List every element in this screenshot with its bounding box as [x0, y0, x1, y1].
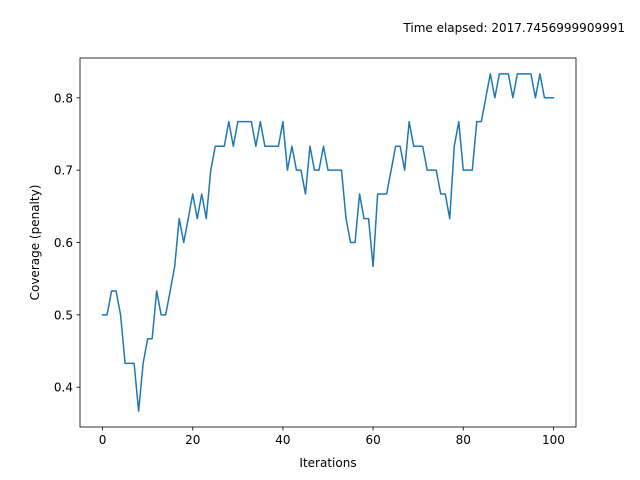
x-tick-label: 60 — [365, 433, 380, 447]
x-tick-label: 20 — [185, 433, 200, 447]
x-tick-label: 40 — [275, 433, 290, 447]
x-tick-label: 0 — [99, 433, 107, 447]
y-tick-label: 0.7 — [54, 164, 73, 178]
x-tick-label: 100 — [542, 433, 565, 447]
y-tick-label: 0.8 — [54, 91, 73, 105]
y-tick-label: 0.6 — [54, 236, 73, 250]
plot-frame — [79, 57, 577, 428]
x-tick-label: 80 — [456, 433, 471, 447]
chart-title: Time elapsed: 2017.7456999909991 — [402, 21, 625, 35]
y-tick-label: 0.5 — [54, 308, 73, 322]
y-axis-label: Coverage (penalty) — [28, 185, 42, 301]
coverage-series-line — [101, 73, 555, 412]
x-axis-label: Iterations — [299, 456, 356, 470]
y-tick-label: 0.4 — [54, 381, 73, 395]
